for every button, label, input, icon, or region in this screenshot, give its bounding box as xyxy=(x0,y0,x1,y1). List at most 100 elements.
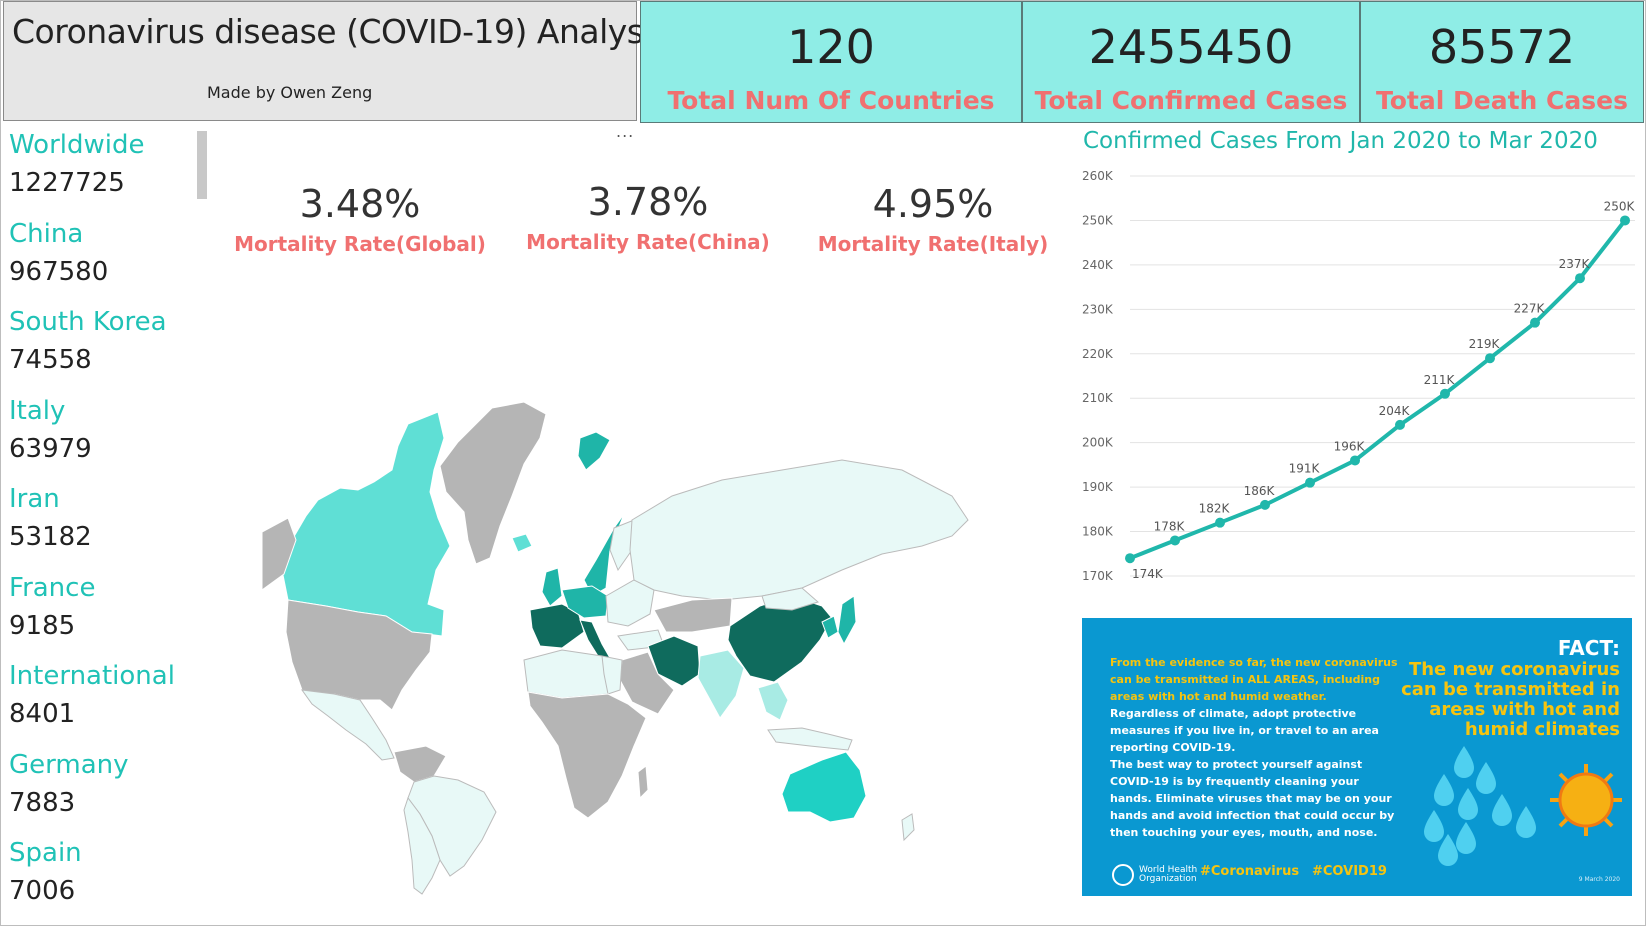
list-scrollbar[interactable] xyxy=(197,131,207,199)
fact-heading: FACT: xyxy=(1557,636,1620,660)
data-point[interactable] xyxy=(1170,535,1180,546)
world-map[interactable] xyxy=(262,400,1022,895)
mortality-card-china[interactable]: 3.78% Mortality Rate(China) xyxy=(508,180,788,254)
more-options-icon[interactable]: ... xyxy=(616,122,635,141)
country-name: Germany xyxy=(9,749,129,780)
data-point[interactable] xyxy=(1350,455,1360,466)
map-region-madagascar[interactable] xyxy=(637,765,649,800)
map-region-arabia[interactable] xyxy=(619,651,675,715)
country-name: France xyxy=(9,572,96,603)
map-region-italy[interactable] xyxy=(579,619,611,659)
mortality-card-italy[interactable]: 4.95% Mortality Rate(Italy) xyxy=(793,182,1073,256)
map-region-indonesia[interactable] xyxy=(767,727,853,751)
data-point[interactable] xyxy=(1305,477,1315,488)
map-region-central-asia[interactable] xyxy=(653,597,733,633)
data-point[interactable] xyxy=(1485,353,1495,364)
list-item[interactable]: Worldwide 1227725 xyxy=(9,128,194,217)
map-region-canada[interactable] xyxy=(281,411,451,637)
list-item[interactable]: Iran 53182 xyxy=(9,482,194,571)
map-region-south-america-south[interactable] xyxy=(403,796,441,895)
map-region-svalbard[interactable] xyxy=(577,431,611,471)
map-region-greenland[interactable] xyxy=(439,401,547,565)
confirmed-cases-line-chart[interactable]: 170K 180K 190K 200K 210K 220K 230K 240K 250K 260K… xyxy=(1080,160,1640,600)
raindrop-icon xyxy=(1424,746,1536,866)
data-label: 250K xyxy=(1604,199,1636,213)
data-label: 204K xyxy=(1379,404,1411,418)
sun-icon xyxy=(1550,764,1622,836)
map-region-uk[interactable] xyxy=(541,567,563,607)
map-region-north-africa[interactable] xyxy=(523,649,613,699)
map-region-usa[interactable] xyxy=(285,599,433,711)
map-region-russia[interactable] xyxy=(629,459,969,601)
author-credit: Made by Owen Zeng xyxy=(207,83,373,102)
mortality-label: Mortality Rate(Global) xyxy=(234,232,486,256)
country-name: Spain xyxy=(9,838,82,868)
data-point[interactable] xyxy=(1575,273,1585,284)
y-tick-label: 190K xyxy=(1082,480,1114,494)
fact-body-highlight: From the evidence so far, the new corona… xyxy=(1110,656,1398,703)
list-item[interactable]: Germany 7883 xyxy=(9,748,194,837)
mortality-value: 3.48% xyxy=(299,182,421,226)
map-region-southeast-asia[interactable] xyxy=(757,681,789,721)
map-region-korea-japan[interactable] xyxy=(821,595,857,646)
data-point[interactable] xyxy=(1260,499,1270,510)
list-item[interactable]: France 9185 xyxy=(9,571,194,660)
hashtag-coronavirus: #Coronavirus xyxy=(1200,864,1300,879)
chart-title: Confirmed Cases From Jan 2020 to Mar 202… xyxy=(1083,128,1598,154)
data-point[interactable] xyxy=(1215,517,1225,528)
list-item[interactable]: China 967580 xyxy=(9,217,194,306)
y-tick-label: 200K xyxy=(1082,436,1114,450)
map-region-new-zealand[interactable] xyxy=(901,813,915,842)
country-name: Worldwide xyxy=(9,130,145,160)
country-name: South Korea xyxy=(9,307,167,337)
list-item[interactable]: Italy 63979 xyxy=(9,394,194,483)
country-value: 7006 xyxy=(9,876,76,906)
data-label: 174K xyxy=(1132,567,1164,581)
list-item[interactable]: Spain 7006 xyxy=(9,836,194,925)
data-point[interactable] xyxy=(1440,388,1450,399)
series-line xyxy=(1129,219,1627,561)
country-cases-list[interactable]: Worldwide 1227725 China 967580 South Kor… xyxy=(9,128,194,925)
kpi-value: 120 xyxy=(787,20,875,74)
y-tick-label: 180K xyxy=(1082,525,1114,539)
country-name: China xyxy=(9,218,84,249)
data-point[interactable] xyxy=(1620,215,1630,226)
map-region-sub-saharan-africa[interactable] xyxy=(527,691,647,819)
map-region-mexico-central-america[interactable] xyxy=(300,689,395,761)
map-region-finland[interactable] xyxy=(609,519,635,572)
kpi-card-countries[interactable]: 120 Total Num Of Countries xyxy=(640,1,1022,123)
fact-date: 9 March 2020 xyxy=(1578,876,1620,883)
data-point[interactable] xyxy=(1530,317,1540,328)
map-region-central-europe[interactable] xyxy=(561,585,609,619)
map-region-egypt[interactable] xyxy=(601,655,623,695)
list-item[interactable]: South Korea 74558 xyxy=(9,305,194,394)
list-item[interactable]: International 8401 xyxy=(9,659,194,748)
data-label: 178K xyxy=(1154,519,1186,533)
country-value: 63979 xyxy=(9,433,92,464)
kpi-card-deaths[interactable]: 85572 Total Death Cases xyxy=(1360,1,1644,123)
page-title: Coronavirus disease (COVID-19) Analysis xyxy=(12,12,669,51)
map-region-iceland[interactable] xyxy=(511,533,533,553)
kpi-value: 2455450 xyxy=(1088,20,1294,74)
title-card: Coronavirus disease (COVID-19) Analysis … xyxy=(3,1,669,121)
data-point[interactable] xyxy=(1395,419,1405,430)
fact-statement: The new coronavirus can be transmitted i… xyxy=(1401,659,1620,740)
map-region-australia[interactable] xyxy=(781,751,867,823)
country-value: 9185 xyxy=(9,610,76,641)
mortality-card-global[interactable]: 3.48% Mortality Rate(Global) xyxy=(220,182,500,256)
y-tick-label: 170K xyxy=(1082,569,1114,583)
map-region-alaska[interactable] xyxy=(262,517,297,591)
map-region-france-spain[interactable] xyxy=(529,603,585,649)
kpi-card-confirmed[interactable]: 2455450 Total Confirmed Cases xyxy=(1022,1,1360,123)
map-region-india[interactable] xyxy=(697,649,745,719)
y-tick-label: 250K xyxy=(1082,213,1114,227)
map-region-mongolia[interactable] xyxy=(761,587,820,611)
who-fact-card: From the evidence so far, the new corona… xyxy=(1082,618,1632,896)
kpi-label: Total Confirmed Cases xyxy=(1034,86,1348,115)
y-tick-label: 230K xyxy=(1082,302,1114,316)
data-label: 211K xyxy=(1424,373,1456,387)
y-tick-label: 210K xyxy=(1082,391,1114,405)
country-value: 967580 xyxy=(9,256,109,287)
data-label: 186K xyxy=(1244,484,1276,498)
data-point[interactable] xyxy=(1125,553,1135,564)
